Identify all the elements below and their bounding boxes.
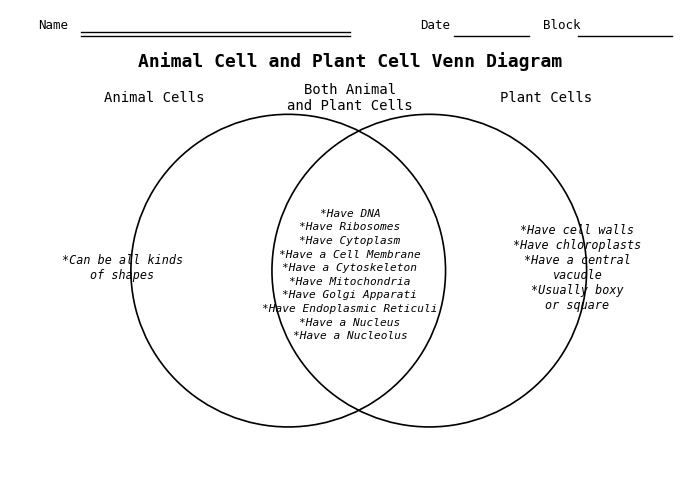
- Text: Animal Cell and Plant Cell Venn Diagram: Animal Cell and Plant Cell Venn Diagram: [138, 52, 562, 71]
- Text: Block: Block: [542, 19, 580, 32]
- Text: Date: Date: [420, 19, 450, 32]
- Text: *Have cell walls
*Have chloroplasts
*Have a central
vacuole
*Usually boxy
or squ: *Have cell walls *Have chloroplasts *Hav…: [513, 223, 642, 312]
- Text: Both Animal
and Plant Cells: Both Animal and Plant Cells: [287, 83, 413, 113]
- Text: Animal Cells: Animal Cells: [104, 91, 204, 105]
- Text: Name: Name: [38, 19, 69, 32]
- Text: *Can be all kinds
of shapes: *Can be all kinds of shapes: [62, 253, 183, 282]
- Text: Plant Cells: Plant Cells: [500, 91, 592, 105]
- Text: *Have DNA
*Have Ribosomes
*Have Cytoplasm
*Have a Cell Membrane
*Have a Cytoskel: *Have DNA *Have Ribosomes *Have Cytoplas…: [262, 209, 438, 341]
